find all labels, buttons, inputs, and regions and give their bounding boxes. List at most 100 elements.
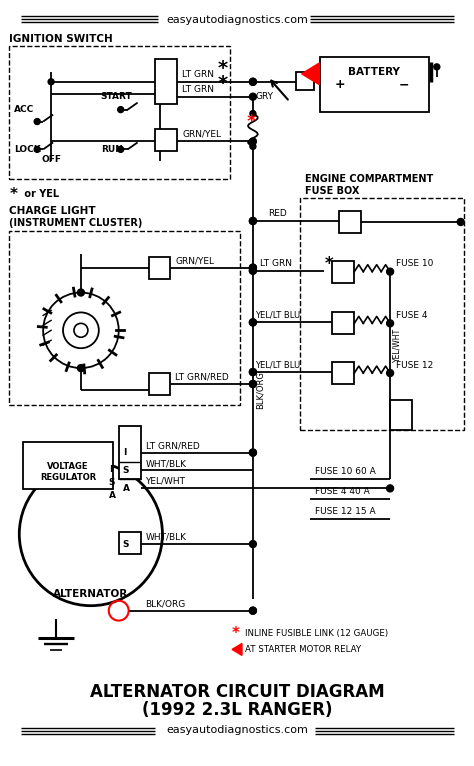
Circle shape: [249, 449, 256, 456]
Text: FUSE 4: FUSE 4: [396, 311, 428, 320]
Circle shape: [387, 369, 393, 377]
Bar: [339, 211, 361, 233]
Text: *: *: [9, 187, 18, 201]
Bar: [148, 373, 170, 395]
Text: FUSE 4 40 A: FUSE 4 40 A: [315, 487, 369, 496]
Text: YEL/LT BLU: YEL/LT BLU: [255, 311, 300, 320]
Text: (1992 2.3L RANGER): (1992 2.3L RANGER): [142, 701, 332, 719]
Text: S: S: [109, 478, 115, 487]
Text: S: S: [123, 466, 129, 475]
Circle shape: [34, 119, 40, 125]
Text: BLK/ORG: BLK/ORG: [256, 371, 265, 409]
Circle shape: [249, 264, 256, 271]
Text: easyautodiagnostics.com: easyautodiagnostics.com: [166, 725, 308, 735]
Text: −: −: [399, 78, 410, 91]
Circle shape: [434, 64, 440, 70]
Circle shape: [249, 607, 256, 614]
Text: GRN/YEL: GRN/YEL: [175, 256, 214, 265]
Text: +: +: [335, 78, 345, 91]
Circle shape: [249, 381, 256, 388]
Circle shape: [118, 106, 124, 113]
Circle shape: [249, 93, 256, 100]
Text: YEL/LT BLU: YEL/LT BLU: [255, 361, 300, 370]
Text: GRN/YEL: GRN/YEL: [182, 130, 221, 139]
Text: easyautodiagnostics.com: easyautodiagnostics.com: [166, 15, 308, 25]
Circle shape: [249, 78, 256, 85]
Circle shape: [249, 381, 256, 388]
Circle shape: [249, 138, 256, 145]
Text: I: I: [109, 465, 112, 474]
Text: GRY: GRY: [256, 92, 274, 101]
Text: IGNITION SWITCH: IGNITION SWITCH: [9, 34, 113, 44]
Polygon shape: [301, 63, 319, 85]
Text: A: A: [109, 491, 116, 500]
Text: S: S: [123, 539, 129, 548]
Circle shape: [34, 146, 40, 152]
Bar: [332, 260, 354, 283]
Circle shape: [249, 607, 256, 614]
Text: (INSTRUMENT CLUSTER): (INSTRUMENT CLUSTER): [9, 218, 143, 228]
Circle shape: [77, 365, 84, 372]
Text: YEL/WHT: YEL/WHT: [392, 328, 401, 362]
Bar: [390, 400, 412, 430]
Bar: [118, 532, 141, 554]
Circle shape: [387, 268, 393, 275]
Bar: [23, 442, 113, 489]
Text: BATTERY: BATTERY: [348, 67, 400, 77]
Text: A: A: [123, 484, 130, 493]
Text: LT GRN: LT GRN: [182, 85, 214, 94]
Circle shape: [249, 368, 256, 375]
Bar: [332, 313, 354, 334]
Text: *: *: [218, 59, 228, 78]
Text: ACC: ACC: [14, 105, 35, 114]
Text: AT STARTER MOTOR RELAY: AT STARTER MOTOR RELAY: [245, 645, 361, 654]
Circle shape: [249, 267, 256, 274]
Text: LOCK: LOCK: [14, 145, 41, 154]
Circle shape: [249, 541, 256, 548]
Text: or YEL: or YEL: [21, 189, 59, 199]
Text: ENGINE COMPARTMENT: ENGINE COMPARTMENT: [305, 174, 433, 184]
Bar: [9, 231, 240, 405]
Text: WHT/BLK: WHT/BLK: [146, 459, 187, 468]
Bar: [319, 57, 429, 112]
Text: YEL/WHT: YEL/WHT: [146, 477, 185, 486]
Text: FUSE 10: FUSE 10: [396, 259, 433, 268]
Text: BLK/ORG: BLK/ORG: [146, 599, 186, 608]
Text: LT GRN: LT GRN: [260, 259, 292, 268]
Circle shape: [457, 218, 464, 225]
Circle shape: [249, 319, 256, 326]
Bar: [155, 59, 177, 103]
Bar: [9, 46, 230, 179]
Circle shape: [249, 319, 256, 326]
Text: RUN: RUN: [101, 145, 123, 154]
Text: *: *: [325, 255, 333, 273]
Text: CHARGE LIGHT: CHARGE LIGHT: [9, 206, 96, 216]
Text: RED: RED: [268, 209, 287, 218]
Text: LT GRN: LT GRN: [182, 70, 214, 80]
Polygon shape: [232, 643, 242, 656]
Text: *: *: [232, 626, 240, 641]
Circle shape: [116, 607, 122, 614]
Text: INLINE FUSIBLE LINK (12 GAUGE): INLINE FUSIBLE LINK (12 GAUGE): [245, 629, 388, 638]
Text: *: *: [247, 113, 256, 130]
Text: FUSE 10 60 A: FUSE 10 60 A: [315, 467, 375, 476]
Circle shape: [249, 368, 256, 375]
Text: OFF: OFF: [41, 155, 61, 164]
Circle shape: [249, 449, 256, 456]
Bar: [118, 426, 141, 480]
Text: I: I: [123, 448, 126, 457]
Text: WHT/BLK: WHT/BLK: [146, 532, 187, 542]
Text: ALTERNATOR: ALTERNATOR: [53, 589, 128, 599]
Circle shape: [118, 146, 124, 152]
Circle shape: [77, 289, 84, 296]
Circle shape: [249, 264, 256, 271]
Bar: [155, 129, 177, 152]
Circle shape: [249, 267, 256, 274]
Circle shape: [387, 320, 393, 327]
Text: *: *: [218, 74, 228, 93]
Bar: [148, 257, 170, 279]
Text: FUSE BOX: FUSE BOX: [305, 186, 359, 196]
Text: LT GRN/RED: LT GRN/RED: [146, 441, 199, 450]
Circle shape: [249, 78, 256, 85]
Text: START: START: [101, 92, 133, 101]
